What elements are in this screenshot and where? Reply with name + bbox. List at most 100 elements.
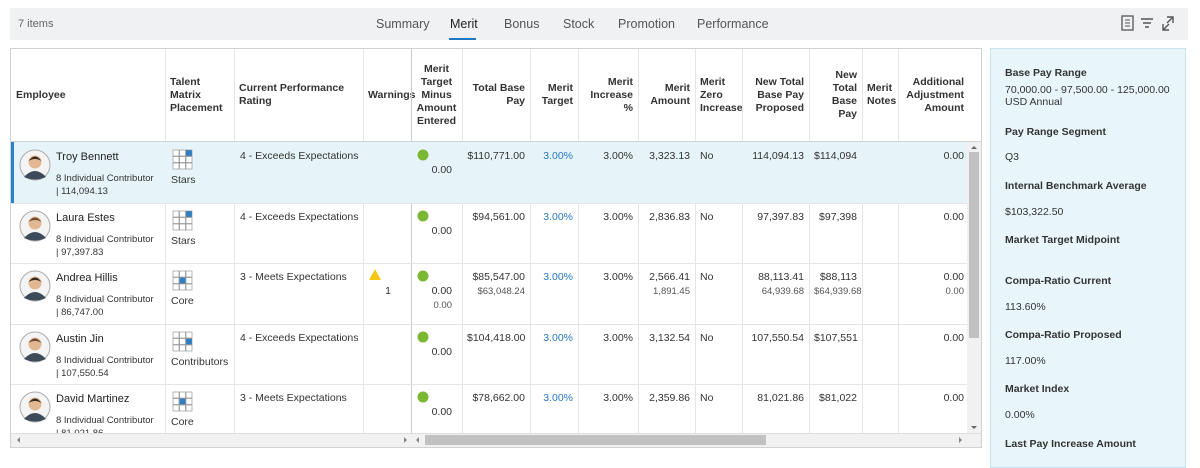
cell-value: 3,132.54 [638, 332, 695, 344]
cell-value: $94,561.00 [462, 211, 530, 223]
vertical-scroll-thumb[interactable] [969, 152, 979, 338]
cell-value: $81,022 [809, 392, 862, 404]
column-header: Talent Matrix Placement [165, 49, 234, 141]
panel-value: 0.00% [1005, 409, 1035, 421]
primary-value: $78,662.00 [472, 392, 525, 404]
primary-value: $81,022 [819, 392, 857, 404]
header-text: Additional Adjustment Amount [906, 75, 964, 114]
status-dot [417, 148, 429, 166]
performance-rating: 4 - Exceeds Expectations [240, 150, 359, 162]
header-text: New Total Base Pay Proposed [755, 75, 804, 114]
primary-value: 0.00 [943, 271, 964, 283]
primary-value: $107,551 [814, 331, 858, 344]
toolbar: 7 items Summary Merit Bonus Stock Promotion P… [10, 8, 1188, 40]
column-divider [165, 49, 166, 433]
row-divider [11, 263, 967, 264]
tab[interactable]: Performance [697, 17, 769, 31]
cell-value: 2,836.83 [638, 211, 695, 223]
tab[interactable]: Bonus [504, 17, 540, 31]
status-dot [417, 330, 429, 348]
scroll-arrows [11, 140, 981, 447]
column-header: Merit Amount [638, 49, 695, 141]
tab[interactable]: Merit [450, 17, 478, 31]
primary-value: 107,550.54 [751, 331, 804, 344]
cell-value: 3.00% [530, 271, 578, 283]
header-text: Merit Increase % [590, 75, 633, 114]
primary-value: $94,561.00 [472, 210, 525, 223]
primary-value: No [700, 150, 714, 162]
column-divider [363, 49, 364, 433]
column-divider [530, 49, 531, 433]
performance-rating: 4 - Exceeds Expectations [240, 331, 359, 344]
panel-label: Compa-Ratio Current [1005, 275, 1112, 287]
column-header: Additional Adjustment Amount [898, 49, 969, 141]
primary-value: $97,398 [819, 210, 857, 223]
cell-value: No [695, 271, 742, 283]
column-divider [695, 49, 696, 433]
employee-name[interactable]: Andrea Hillis [56, 272, 118, 284]
secondary-value: $64,939.68 [814, 286, 862, 297]
primary-value: 3.00% [543, 150, 573, 162]
avatar [19, 149, 51, 186]
primary-value: 3.00% [543, 331, 573, 344]
horizontal-scroll-thumb[interactable] [425, 435, 766, 445]
primary-value: 0.00 [943, 210, 964, 223]
cell-value: 81,021.86 [742, 392, 809, 404]
column-divider [234, 49, 235, 433]
primary-value: 3.00% [603, 150, 633, 162]
primary-value: 0.00 [943, 331, 964, 344]
avatar [19, 331, 51, 368]
primary-value: 114,094.13 [752, 150, 804, 162]
talent-matrix-icon [172, 210, 194, 237]
talent-matrix-icon [172, 270, 194, 297]
employee-name[interactable]: Laura Estes [56, 211, 115, 224]
employee-detail: 8 Individual Contributor | 114,094.13 [56, 173, 154, 197]
panel-value: $103,322.50 [1005, 206, 1064, 218]
cell-value: $85,547.00 $63,048.24 [462, 271, 530, 297]
employee-name[interactable]: David Martinez [56, 393, 130, 405]
status-dot [417, 390, 429, 408]
selected-marker [11, 142, 14, 203]
cell-value: 0.00 [411, 164, 462, 176]
cell-value: 0.00 [411, 346, 462, 358]
primary-value: No [700, 392, 714, 404]
cell-value: 88,113.41 64,939.68 [742, 271, 809, 297]
tab[interactable]: Stock [563, 17, 595, 31]
cell-value: 0.00 [411, 406, 462, 418]
primary-value: 3.00% [543, 210, 573, 223]
primary-value: No [700, 210, 714, 223]
cell-value: 0.00 [411, 225, 462, 237]
tab[interactable]: Promotion [618, 17, 675, 31]
header-text: Merit Target Minus Amount Entered [416, 62, 457, 127]
row-divider [11, 384, 967, 385]
item-count: 7 items [18, 18, 54, 30]
column-header: Merit Target [530, 49, 578, 141]
cell-value: 3.00% [578, 150, 638, 162]
column-divider [578, 49, 579, 433]
primary-value: 81,021.86 [757, 392, 804, 404]
avatar [19, 391, 51, 428]
v-scroll-arrows [967, 142, 981, 438]
header-text: Employee [16, 88, 66, 101]
primary-value: 1 [385, 285, 391, 297]
cell-value: 3,323.13 [638, 150, 695, 162]
column-divider [742, 49, 743, 433]
cell-value: 0.00 0.00 [411, 285, 462, 311]
cell-value: $110,771.00 [462, 150, 530, 162]
cell-value: 3.00% [530, 211, 578, 223]
cell-value: 0.00 [898, 392, 969, 404]
primary-value: $110,771.00 [467, 150, 525, 162]
toolbar-icons[interactable] [1120, 14, 1180, 34]
primary-value: 97,397.83 [757, 210, 804, 223]
column-header: Merit Target Minus Amount Entered [411, 49, 462, 141]
column-header: Total Base Pay [462, 49, 530, 141]
secondary-value: 0.00 [945, 286, 965, 297]
panel-value: 117.00% [1005, 355, 1046, 367]
cell-value: 3.00% [578, 332, 638, 344]
employee-name[interactable]: Austin Jin [56, 332, 104, 345]
column-divider [809, 49, 810, 433]
tab[interactable]: Summary [376, 17, 430, 31]
employee-name[interactable]: Troy Bennett [56, 151, 119, 163]
primary-value: 3,132.54 [649, 331, 690, 344]
primary-value: $104,418.00 [467, 331, 526, 344]
